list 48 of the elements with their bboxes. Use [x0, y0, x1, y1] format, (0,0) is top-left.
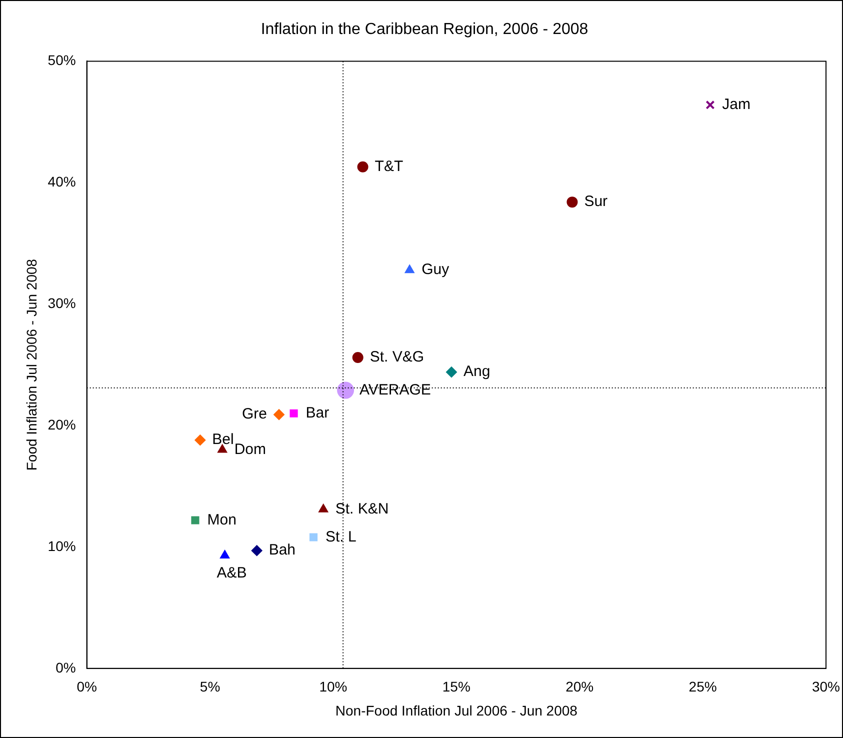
point — [274, 409, 285, 420]
series-label: Mon — [207, 511, 236, 528]
series-label: Ang — [463, 363, 490, 380]
series-label: Bel — [212, 431, 234, 448]
point — [566, 196, 578, 208]
series-label: Sur — [584, 193, 608, 210]
chart-title: Inflation in the Caribbean Region, 2006 - 2008 — [260, 21, 588, 38]
point — [404, 264, 414, 274]
point — [352, 352, 364, 364]
point — [337, 382, 354, 399]
series-label: Jam — [722, 96, 751, 114]
series-label: St. L — [326, 528, 356, 546]
point — [357, 161, 368, 172]
y-tick-label: 50% — [48, 52, 76, 68]
series-label: AVERAGE — [360, 381, 431, 398]
series-label: Bar — [306, 404, 330, 422]
point — [251, 545, 262, 556]
point — [318, 504, 328, 512]
x-axis-title: Non-Food Inflation Jul 2006 - Jun 2008 — [335, 702, 578, 718]
series-label: St. K&N — [335, 500, 389, 518]
series-label: Dom — [234, 440, 266, 458]
point — [194, 434, 206, 446]
y-tick-label: 20% — [48, 416, 76, 432]
x-tick-label: 20% — [566, 678, 594, 695]
point — [446, 366, 457, 378]
point — [220, 550, 230, 558]
y-axis-title: Food Inflation Jul 2006 - Jun 2008 — [23, 258, 40, 471]
x-tick-label: 0% — [76, 678, 97, 695]
point — [290, 409, 298, 418]
x-tick-label: 10% — [319, 678, 348, 695]
series-label: Bah — [268, 542, 296, 559]
series-label: T&T — [374, 158, 404, 175]
series-label: Gre — [242, 406, 268, 423]
x-tick-label: 30% — [812, 678, 840, 695]
x-tick-label: 25% — [688, 678, 717, 695]
point — [191, 516, 200, 524]
point — [309, 533, 318, 542]
series-label: St. V&G — [370, 348, 424, 366]
point — [218, 444, 228, 453]
point — [706, 100, 715, 110]
y-tick-label: 0% — [56, 659, 76, 676]
x-tick-label: 5% — [200, 678, 220, 695]
x-tick-label: 15% — [442, 678, 470, 695]
y-tick-label: 40% — [48, 174, 76, 190]
y-tick-label: 30% — [48, 294, 76, 311]
y-tick-label: 10% — [48, 538, 76, 554]
series-label: Guy — [422, 261, 450, 278]
series-label: A&B — [216, 564, 247, 582]
